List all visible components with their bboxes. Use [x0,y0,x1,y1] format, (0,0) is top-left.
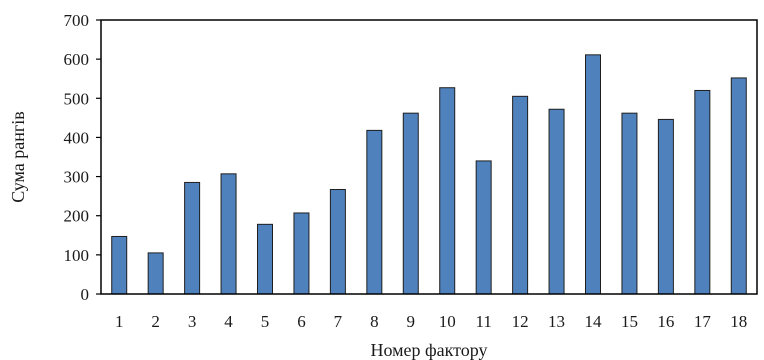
bar-15 [621,112,638,295]
x-tick-label: 17 [694,312,712,331]
y-tick-label: 700 [64,11,90,30]
x-axis-ticks: 1 2 3 4 5 6 7 8 9 10 11 12 13 14 15 16 17 18 [115,312,747,331]
y-tick-label: 500 [64,89,90,108]
x-tick-label: 5 [261,312,270,331]
y-tick-label: 300 [64,168,90,187]
bar-18 [730,77,747,295]
bars-group [111,54,747,295]
bar-8 [366,129,383,295]
bar-10 [439,87,456,295]
bar-9 [402,112,419,295]
bar-1 [111,235,128,295]
x-tick-label: 3 [188,312,197,331]
bar-2 [147,252,164,295]
x-axis-label: Номер фактору [370,340,487,360]
y-tick-label: 100 [64,246,90,265]
x-tick-label: 11 [475,312,491,331]
bar-14 [585,54,601,295]
bar-3 [184,181,201,295]
bar-5 [257,223,273,295]
x-tick-label: 1 [115,312,124,331]
x-tick-label: 13 [548,312,565,331]
bar-6 [293,212,310,295]
x-tick-label: 4 [224,312,233,331]
bar-12 [512,95,529,295]
x-tick-label: 6 [297,312,306,331]
x-tick-label: 15 [621,312,638,331]
y-tick-label: 200 [64,207,90,226]
y-axis-ticks: 0 100 200 300 400 500 600 700 [64,11,101,304]
x-tick-label: 16 [657,312,674,331]
bar-17 [694,89,711,295]
bar-4 [220,173,237,295]
plot-frame [100,19,758,295]
bar-13 [548,108,565,295]
x-tick-label: 18 [730,312,747,331]
x-tick-label: 9 [407,312,416,331]
y-tick-label: 600 [64,50,90,69]
x-tick-label: 8 [370,312,379,331]
x-tick-label: 12 [512,312,529,331]
y-tick-label: 400 [64,128,90,147]
y-tick-label: 0 [81,285,90,304]
bar-16 [657,118,674,295]
bar-11 [475,160,492,295]
x-tick-label: 10 [439,312,456,331]
x-tick-label: 14 [585,312,603,331]
x-tick-label: 2 [151,312,160,331]
x-tick-label: 7 [334,312,343,331]
y-axis-label: Сума рангів [8,111,28,203]
bar-7 [329,188,346,295]
